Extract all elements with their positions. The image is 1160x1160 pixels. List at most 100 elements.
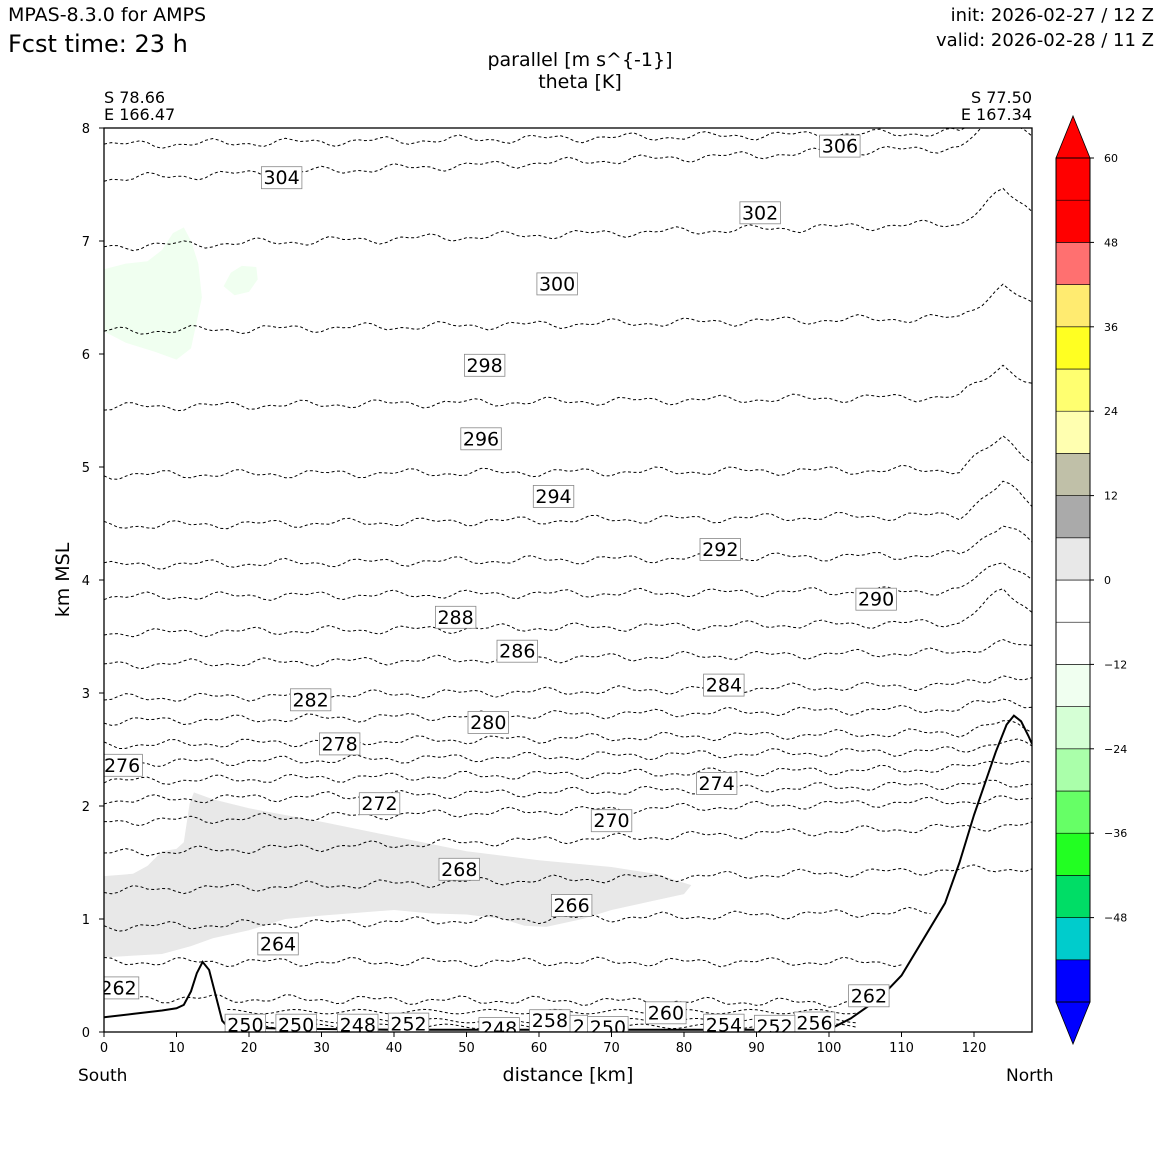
chart-subtitle: theta [K] [538,71,622,93]
colorbar-tick-label: 12 [1104,490,1118,503]
theta-label-box [551,894,593,917]
y-tick-label: 4 [82,574,90,589]
y-tick-label: 7 [82,235,90,250]
colorbar-segment [1055,495,1091,539]
theta-label: 288 [434,605,477,629]
theta-label-box [703,673,745,697]
colorbar-segment [1055,199,1091,243]
theta-label-box [536,272,578,296]
theta-label-text: 278 [321,733,357,755]
theta-label: 262 [848,984,890,1007]
theta-label-text: 292 [702,539,738,561]
theta-label-text: 262 [100,977,136,999]
model-label: MPAS-8.3.0 for AMPS [8,4,207,26]
theta-label-box [104,976,140,1000]
theta-label: 250 [275,1013,317,1032]
theta-label-box [387,1012,430,1032]
x-tick-label: 100 [817,1041,842,1056]
colorbar-extend-low [1055,1001,1091,1046]
colorbar-segment [1055,917,1091,961]
theta-label: 264 [257,932,299,956]
y-tick-label: 6 [82,348,90,363]
theta-label-box [358,792,401,816]
y-tick-label: 2 [82,800,90,815]
theta-label: 274 [696,772,738,795]
theta-label-text: 268 [441,859,477,881]
theta-label: 258 [529,1009,571,1032]
colorbar-tick-label: −36 [1104,827,1127,840]
colorbar-segment [1055,157,1091,201]
end-coordinates: S 77.50 E 167.34 [961,89,1032,123]
theta-label: 294 [532,484,575,508]
x-tick-label: 0 [100,1041,108,1056]
theta-label-box [699,538,741,561]
forecast-time: Fcst time: 23 h [8,30,188,58]
colorbar-tick-label: 36 [1104,321,1118,334]
x-tick-label: 70 [603,1041,620,1056]
colorbar-tick-label: −24 [1104,743,1127,756]
shaded-region-negative [104,227,202,360]
theta-label: 248 [337,1013,379,1032]
x-tick-label: 120 [962,1041,987,1056]
theta-label-text: 262 [851,985,887,1007]
theta-contour-304 [104,128,1032,182]
x-tick-label: 110 [889,1041,914,1056]
colorbar-segment [1055,579,1091,623]
colorbar-extend-high [1055,114,1091,159]
theta-label-text: 270 [593,810,629,832]
valley-contour-a [227,1023,859,1030]
theta-label-box [739,201,781,225]
theta-label: 262 [100,976,140,1000]
theta-label: 302 [739,201,781,225]
valley-contour-c [227,1008,859,1015]
theta-contour-294 [104,480,1032,530]
start-coordinates: S 78.66 E 166.47 [104,89,175,123]
theta-contour-262 [118,994,880,1008]
theta-label-text: 296 [463,428,499,450]
x-tick-label: 90 [748,1041,765,1056]
theta-label-text: 274 [698,773,734,795]
north-label: North [1006,1066,1054,1086]
x-tick-label: 30 [313,1041,330,1056]
theta-contour-296 [104,435,1032,480]
colorbar-segment [1055,832,1091,876]
x-tick-label: 40 [386,1041,403,1056]
theta-label-box [703,1013,745,1032]
theta-label-box [590,809,633,833]
theta-label: 260 [645,1001,687,1025]
theta-label-box [696,772,738,795]
theta-label-text: 256 [796,1013,832,1035]
theta-label: 292 [699,538,741,561]
theta-contour-266 [104,906,931,932]
theta-label-box [855,587,897,611]
theta-label-box [645,1001,687,1025]
theta-label-text: 2 [573,1016,585,1038]
theta-label: 304 [260,166,303,189]
theta-label-box [569,1014,588,1032]
y-tick-label: 8 [82,122,90,137]
south-label: South [78,1066,128,1086]
theta-label-text: 290 [858,589,894,611]
theta-contour-286 [104,638,1032,670]
colorbar-segment [1055,453,1091,496]
theta-contour-288 [104,588,1032,638]
theta-label-text: 300 [539,273,575,295]
theta-label-text: 286 [499,641,535,663]
shaded-region-positive [104,792,692,958]
shaded-region-negative-2 [223,265,258,296]
theta-label-box [496,639,538,663]
theta-label: 250 [587,1016,629,1032]
colorbar-segment [1055,368,1091,412]
theta-label-box [463,353,506,377]
theta-contour-300 [104,283,1032,335]
y-tick-label: 5 [82,461,90,476]
theta-label: 266 [551,894,593,917]
theta-contour-282 [104,698,1032,726]
valid-time: valid: 2026-02-28 / 11 Z [936,30,1154,51]
x-tick-label: 10 [168,1041,185,1056]
theta-label-box [337,1013,379,1032]
theta-label-box [257,932,299,956]
theta-label-text: 302 [742,202,778,224]
theta-label: 296 [460,427,502,450]
theta-contour-302 [104,187,1032,252]
